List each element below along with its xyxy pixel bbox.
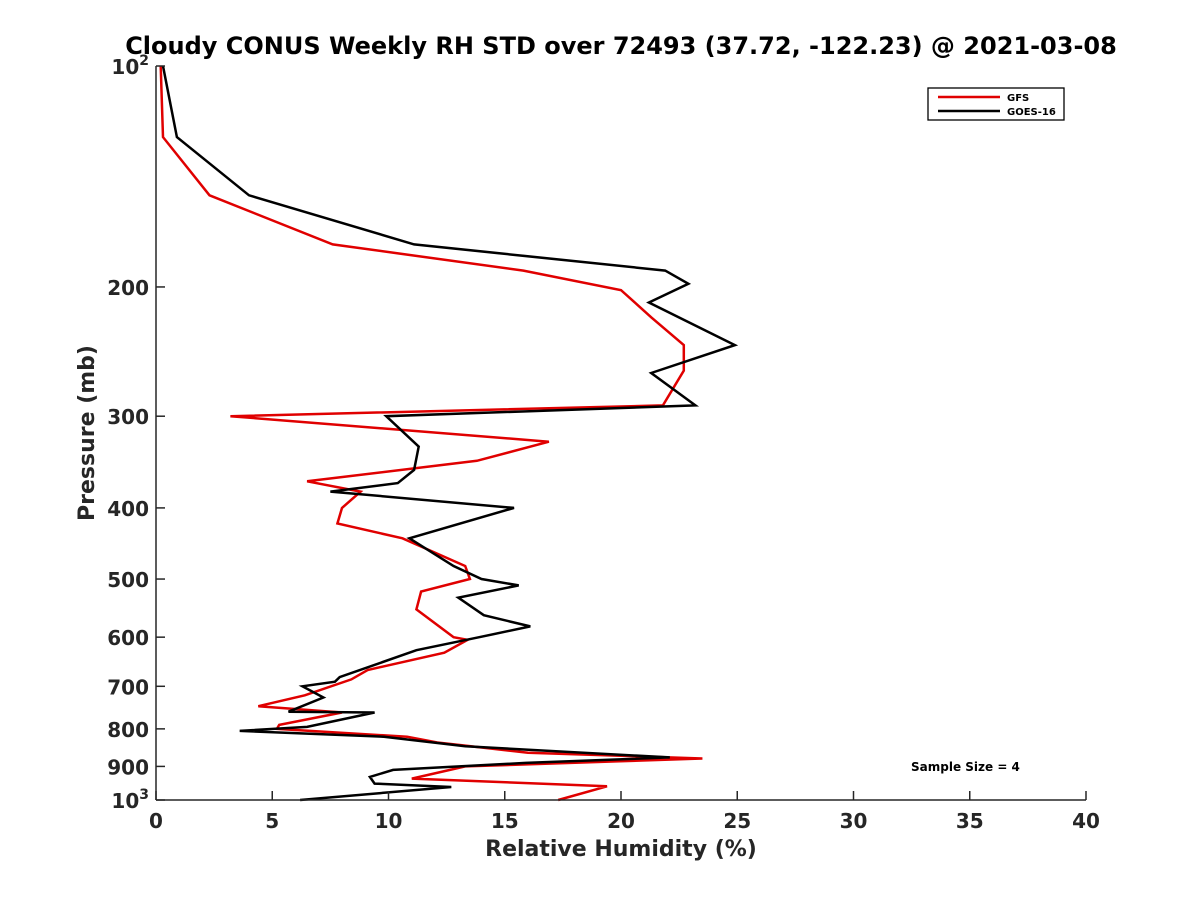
legend-label-goes-16: GOES-16 (1007, 107, 1056, 118)
x-tick-label: 40 (1072, 809, 1100, 833)
x-axis-label: Relative Humidity (%) (485, 837, 757, 862)
x-tick-label: 15 (491, 809, 519, 833)
y-tick-label: 400 (107, 497, 149, 521)
y-tick-label: 600 (107, 626, 149, 650)
chart-title: Cloudy CONUS Weekly RH STD over 72493 (3… (125, 32, 1117, 60)
x-tick-label: 35 (956, 809, 984, 833)
sample-size-annotation: Sample Size = 4 (911, 760, 1020, 774)
y-tick-label: 200 (107, 276, 149, 300)
x-tick-label: 30 (840, 809, 868, 833)
x-tick-label: 5 (265, 809, 279, 833)
y-axis-label: Pressure (mb) (75, 345, 100, 521)
y-tick-label: 500 (107, 568, 149, 592)
y-tick-label: 900 (107, 755, 149, 779)
y-tick-label: 700 (107, 675, 149, 699)
legend: GFS GOES-16 (927, 87, 1065, 121)
series-line-goes-16 (161, 65, 739, 802)
x-tick-label: 25 (723, 809, 751, 833)
series-line-gfs (159, 65, 703, 802)
y-axis-ticks: 102 200 300 400 500 600 700 800 900 103 (107, 53, 165, 813)
x-tick-label: 20 (607, 809, 635, 833)
y-tick-label: 102 (111, 53, 149, 79)
y-tick-label: 103 (111, 787, 149, 813)
legend-box (927, 87, 1065, 121)
x-axis-ticks: 0 5 10 15 20 25 30 35 40 (149, 791, 1100, 833)
x-tick-label: 10 (375, 809, 403, 833)
series-layer (159, 65, 739, 802)
plot-area: 0 5 10 15 20 25 30 35 40 102 200 300 400 500 600 700 80… (107, 53, 1100, 833)
axes-background (156, 66, 1086, 800)
legend-label-gfs: GFS (1007, 93, 1029, 104)
x-tick-label: 0 (149, 809, 163, 833)
y-tick-label: 300 (107, 405, 149, 429)
y-tick-label: 800 (107, 718, 149, 742)
